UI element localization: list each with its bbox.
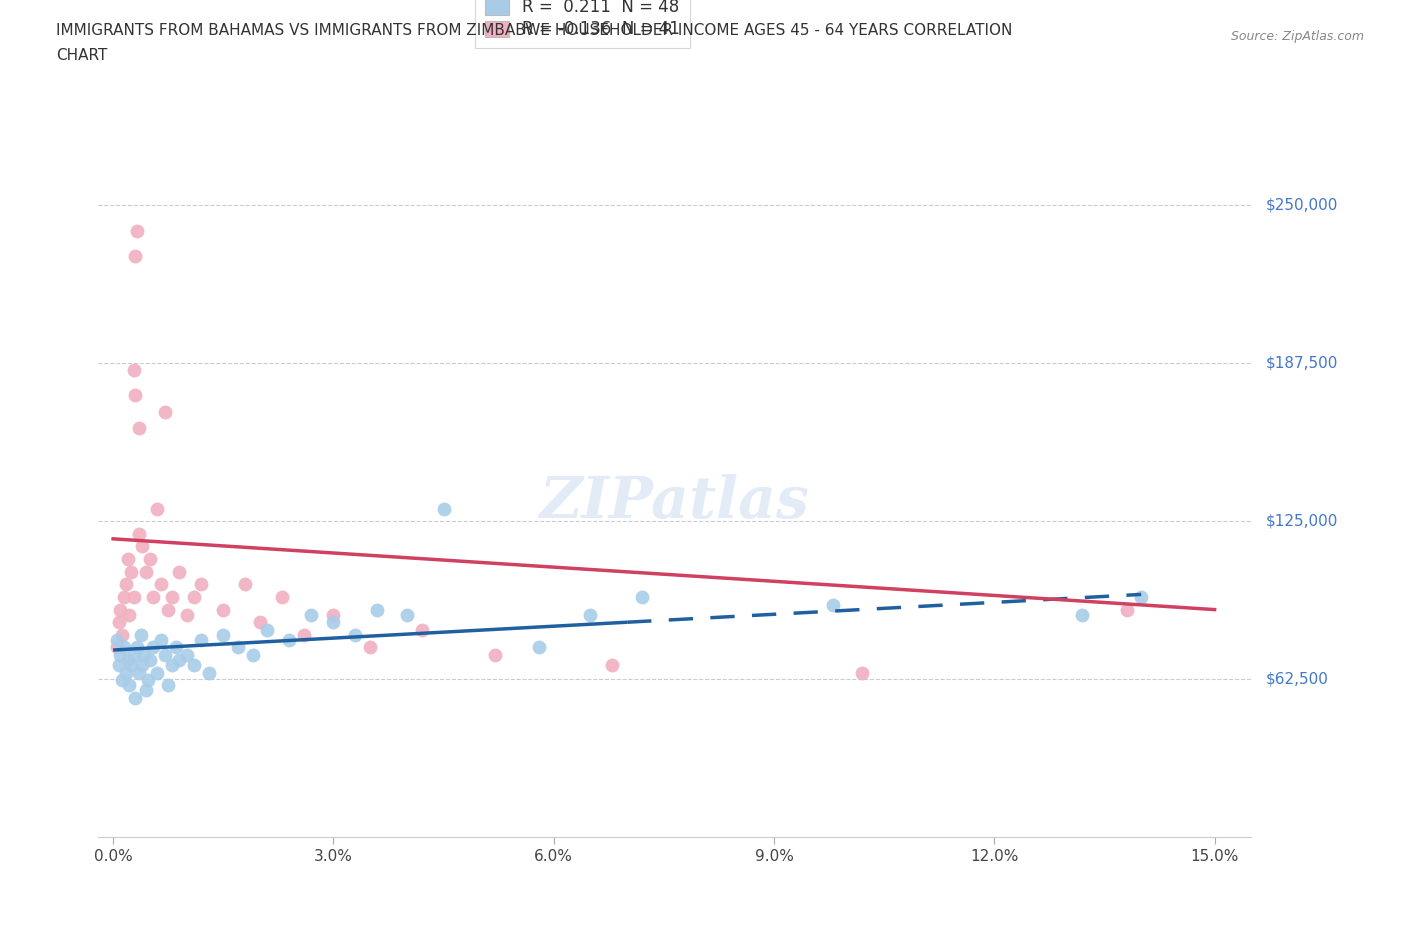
Point bbox=[115, 665, 138, 680]
Point bbox=[278, 632, 301, 647]
Point bbox=[105, 632, 128, 647]
Point bbox=[432, 501, 454, 516]
Legend: Immigrants from Bahamas, Immigrants from Zimbabwe: Immigrants from Bahamas, Immigrants from… bbox=[418, 925, 932, 930]
Point bbox=[128, 526, 150, 541]
Point bbox=[115, 577, 138, 591]
Point bbox=[411, 622, 433, 637]
Point bbox=[1071, 607, 1094, 622]
Point bbox=[125, 223, 148, 238]
Point bbox=[176, 647, 198, 662]
Point bbox=[111, 673, 134, 688]
Point bbox=[149, 632, 172, 647]
Point bbox=[125, 640, 148, 655]
Text: $125,000: $125,000 bbox=[1265, 513, 1337, 528]
Point bbox=[602, 658, 624, 672]
Point bbox=[212, 602, 235, 617]
Point bbox=[122, 362, 145, 377]
Point bbox=[197, 665, 219, 680]
Text: ZIPatlas: ZIPatlas bbox=[540, 474, 810, 530]
Point bbox=[160, 658, 183, 672]
Point bbox=[124, 691, 146, 706]
Point bbox=[271, 590, 294, 604]
Point bbox=[579, 607, 602, 622]
Point bbox=[146, 665, 169, 680]
Point bbox=[233, 577, 256, 591]
Point bbox=[110, 647, 132, 662]
Text: $62,500: $62,500 bbox=[1265, 671, 1329, 686]
Point bbox=[132, 647, 155, 662]
Point bbox=[108, 658, 131, 672]
Point bbox=[108, 615, 131, 630]
Point bbox=[366, 602, 388, 617]
Point bbox=[131, 658, 153, 672]
Point bbox=[121, 658, 143, 672]
Point bbox=[322, 615, 344, 630]
Point bbox=[149, 577, 172, 591]
Point bbox=[851, 665, 873, 680]
Point bbox=[212, 628, 235, 643]
Point bbox=[527, 640, 550, 655]
Point bbox=[153, 405, 176, 420]
Point bbox=[135, 683, 157, 698]
Point bbox=[121, 565, 143, 579]
Point bbox=[157, 678, 180, 693]
Point bbox=[117, 653, 139, 668]
Point bbox=[112, 590, 135, 604]
Point bbox=[299, 607, 322, 622]
Point bbox=[142, 640, 165, 655]
Point bbox=[344, 628, 367, 643]
Point bbox=[484, 647, 506, 662]
Point bbox=[167, 653, 190, 668]
Point bbox=[190, 577, 212, 591]
Point bbox=[118, 607, 141, 622]
Point bbox=[135, 565, 157, 579]
Point bbox=[124, 248, 146, 263]
Point bbox=[138, 673, 160, 688]
Point bbox=[142, 590, 165, 604]
Point bbox=[122, 590, 145, 604]
Point bbox=[153, 647, 176, 662]
Point bbox=[160, 590, 183, 604]
Point bbox=[146, 501, 169, 516]
Point bbox=[183, 658, 205, 672]
Point bbox=[167, 565, 190, 579]
Point bbox=[226, 640, 249, 655]
Point bbox=[129, 628, 152, 643]
Point bbox=[176, 607, 198, 622]
Point bbox=[190, 632, 212, 647]
Point bbox=[165, 640, 187, 655]
Point bbox=[292, 628, 315, 643]
Point bbox=[359, 640, 381, 655]
Text: CHART: CHART bbox=[56, 48, 108, 63]
Point bbox=[105, 640, 128, 655]
Point bbox=[1115, 602, 1137, 617]
Point bbox=[112, 640, 135, 655]
Text: $187,500: $187,500 bbox=[1265, 356, 1337, 371]
Text: IMMIGRANTS FROM BAHAMAS VS IMMIGRANTS FROM ZIMBABWE HOUSEHOLDER INCOME AGES 45 -: IMMIGRANTS FROM BAHAMAS VS IMMIGRANTS FR… bbox=[56, 23, 1012, 38]
Text: $250,000: $250,000 bbox=[1265, 198, 1337, 213]
Point bbox=[118, 678, 141, 693]
Point bbox=[139, 653, 162, 668]
Point bbox=[110, 602, 132, 617]
Point bbox=[821, 597, 844, 612]
Point bbox=[157, 602, 180, 617]
Point bbox=[249, 615, 271, 630]
Point bbox=[1130, 590, 1153, 604]
Point bbox=[242, 647, 264, 662]
Text: Source: ZipAtlas.com: Source: ZipAtlas.com bbox=[1230, 30, 1364, 43]
Point bbox=[131, 539, 153, 554]
Point bbox=[128, 665, 150, 680]
Point bbox=[117, 551, 139, 566]
Point bbox=[124, 388, 146, 403]
Point bbox=[139, 551, 162, 566]
Point bbox=[183, 590, 205, 604]
Point bbox=[128, 420, 150, 435]
Point bbox=[256, 622, 278, 637]
Point bbox=[111, 628, 134, 643]
Point bbox=[122, 647, 145, 662]
Point bbox=[630, 590, 652, 604]
Point bbox=[322, 607, 344, 622]
Point bbox=[395, 607, 418, 622]
